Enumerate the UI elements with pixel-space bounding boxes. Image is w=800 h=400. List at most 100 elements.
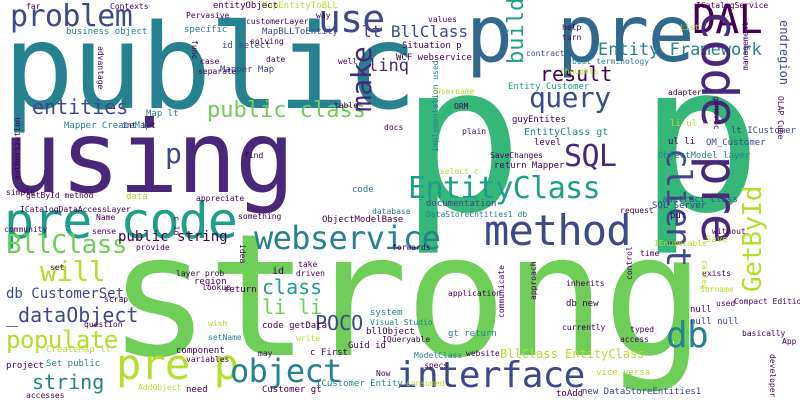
cloud-word: new DataStoreEntities1 — [582, 387, 702, 397]
cloud-word: turn — [562, 33, 582, 42]
cloud-word: CreateMap lt — [46, 345, 112, 355]
cloud-word: p — [165, 137, 182, 170]
cloud-word: using — [2, 99, 295, 216]
cloud-word: control — [625, 246, 634, 280]
cloud-word: ICatalogService — [696, 1, 769, 10]
cloud-word: find — [244, 151, 264, 160]
cloud-word: well — [338, 57, 358, 66]
cloud-word: case — [200, 57, 220, 66]
cloud-word: AddObject — [138, 383, 182, 392]
cloud-word: customerLayer — [246, 17, 309, 26]
cloud-word: authorization — [13, 117, 22, 180]
cloud-word: ul li — [668, 137, 696, 147]
cloud-word: thoughts — [560, 67, 599, 76]
cloud-word: use — [318, 0, 385, 41]
cloud-word: pre p — [116, 340, 239, 389]
cloud-word: appreciate — [196, 194, 245, 203]
cloud-word: management — [741, 21, 750, 70]
cloud-word: entityObject — [213, 1, 279, 11]
cloud-word: c First — [310, 348, 348, 358]
cloud-word: variables — [186, 355, 230, 364]
cloud-word: Guid id — [348, 341, 386, 351]
cloud-word: system — [370, 308, 403, 318]
cloud-word: method — [484, 206, 632, 255]
cloud-word: public — [3, 0, 417, 136]
cloud-word: POCO — [315, 311, 364, 335]
cloud-word: Entity Customer — [508, 82, 590, 92]
cloud-word: Entites — [528, 115, 566, 125]
cloud-word: IEnumerable — [654, 239, 707, 248]
cloud-word: Surname — [700, 285, 734, 294]
cloud-word: code getData — [262, 321, 328, 331]
cloud-word: business object — [66, 27, 148, 37]
cloud-word: c id — [172, 216, 181, 236]
cloud-word: GetById — [738, 186, 768, 292]
cloud-word: BllClass — [6, 230, 128, 260]
cloud-word: code — [352, 185, 374, 195]
cloud-word: EntityClass gt — [524, 127, 609, 138]
cloud-word: Name — [96, 213, 116, 222]
cloud-word: plain — [462, 127, 487, 136]
cloud-word: Contexts — [110, 2, 149, 11]
cloud-word: SaveChanges — [490, 151, 543, 160]
cloud-word: ICatalogDataAccessLayer — [20, 205, 131, 214]
cloud-word: MapBLLToEntity — [262, 27, 338, 37]
cloud-word: ModelClass — [414, 351, 463, 360]
cloud-word: OM_Customer — [706, 138, 766, 148]
cloud-word: IQueryable — [382, 335, 431, 344]
cloud-word: null — [690, 305, 712, 315]
cloud-word: typed — [630, 325, 655, 334]
cloud-word: exists — [702, 269, 731, 278]
cloud-word: abstract class — [662, 195, 738, 205]
cloud-word: application — [448, 289, 501, 298]
cloud-word: ObjectModel layer — [658, 151, 751, 161]
cloud-word: level — [534, 138, 562, 148]
cloud-word: toAdd — [556, 389, 584, 399]
cloud-word: db new — [566, 299, 599, 309]
cloud-word: specific — [184, 25, 228, 35]
cloud-word: help — [562, 23, 582, 32]
cloud-word: return Mapper — [494, 161, 565, 171]
cloud-word: OLAP Cube — [776, 96, 785, 140]
cloud-word: project — [6, 361, 44, 371]
cloud-word: implementation used — [431, 60, 440, 152]
cloud-word: specs — [424, 361, 449, 370]
cloud-word: sense — [92, 227, 117, 236]
cloud-word: may — [258, 349, 273, 358]
cloud-word: community — [4, 225, 48, 234]
cloud-word: generic — [712, 96, 721, 130]
cloud-word: driven — [296, 269, 325, 278]
cloud-word: layer prob — [176, 269, 225, 278]
cloud-word: App — [782, 337, 797, 346]
cloud-word: data — [126, 192, 148, 202]
cloud-word: id select — [222, 41, 271, 51]
cloud-word: time — [640, 249, 660, 258]
cloud-word: webservice — [254, 219, 441, 257]
cloud-word: object — [230, 352, 342, 390]
cloud-word: developer — [768, 354, 777, 398]
cloud-word: far — [26, 2, 41, 11]
cloud-word: DataStoreEntities1 db — [426, 210, 528, 219]
cloud-word: need — [186, 385, 208, 395]
cloud-word: request — [620, 206, 654, 215]
cloud-word: Now — [376, 369, 391, 378]
cloud-word: Entity Framework — [598, 40, 762, 60]
cloud-word: SQL Server — [652, 201, 707, 211]
cloud-word: called — [700, 260, 709, 289]
cloud-word: p pre — [466, 0, 695, 80]
cloud-word: select c — [440, 167, 479, 176]
cloud-word: best terminology — [572, 57, 650, 66]
cloud-word: id — [272, 266, 285, 277]
cloud-word: string — [32, 370, 105, 394]
cloud-word: simple — [6, 188, 35, 197]
cloud-word: adapter — [668, 88, 702, 97]
cloud-word: public string — [118, 229, 228, 245]
cloud-word: date — [266, 55, 286, 64]
cloud-word: ObjectModelBase — [322, 215, 404, 225]
cloud-word: db CustomerSet — [6, 286, 125, 302]
cloud-word: getById method — [26, 191, 94, 200]
cloud-word: table — [334, 101, 359, 110]
cloud-word: bllObject — [366, 327, 415, 337]
cloud-word: set — [50, 263, 65, 272]
